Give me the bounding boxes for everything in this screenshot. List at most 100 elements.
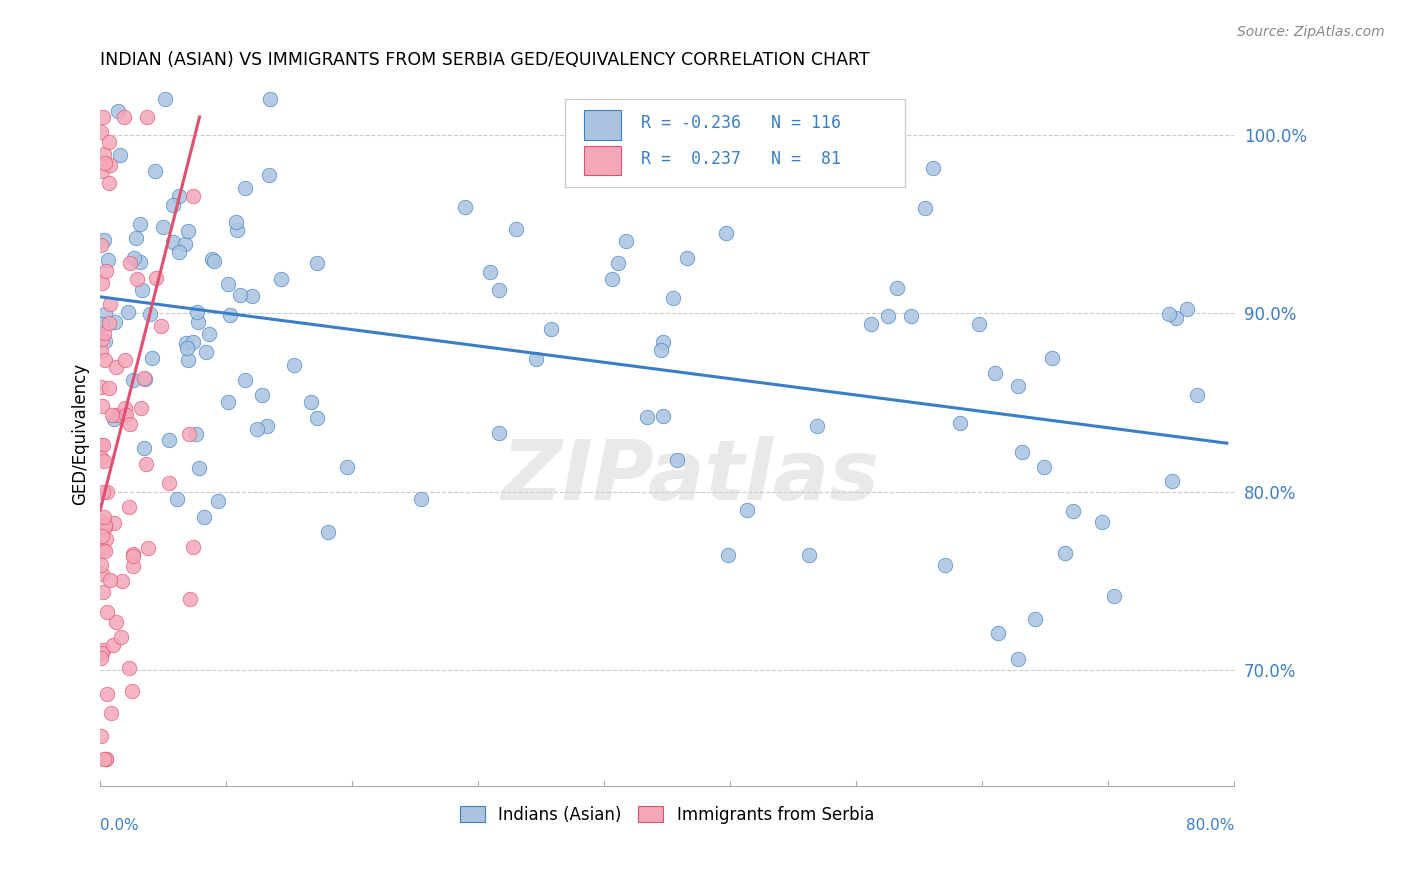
Point (305, 256, 328, 270)
Point (91, 643, 114, 657)
Point (540, 322, 562, 336)
Text: 0.0%: 0.0% (100, 818, 139, 833)
Point (98, 573, 121, 587)
Point (118, 417, 141, 431)
Point (94, 752, 117, 766)
Point (886, 281, 908, 295)
Point (652, 335, 675, 350)
Point (96, 484, 118, 499)
Point (219, 308, 242, 322)
Point (505, 222, 527, 236)
Point (1161, 474, 1184, 488)
Point (96, 263, 118, 277)
Point (103, 516, 125, 531)
Point (167, 244, 190, 259)
Point (97, 253, 120, 268)
Point (1054, 546, 1077, 560)
Point (90, 238, 112, 252)
Point (134, 372, 156, 386)
Point (797, 548, 820, 562)
Point (233, 373, 256, 387)
Point (141, 351, 163, 365)
Point (1007, 652, 1029, 666)
Point (114, 352, 136, 367)
Point (93, 233, 115, 247)
Point (1062, 504, 1084, 518)
Point (135, 110, 157, 124)
Point (115, 409, 138, 423)
Text: R = -0.236   N = 116: R = -0.236 N = 116 (641, 114, 841, 132)
Point (177, 352, 200, 367)
Point (101, 638, 124, 652)
Point (139, 307, 162, 321)
Point (94, 517, 117, 532)
Point (107, 409, 129, 423)
Point (97, 136, 120, 150)
Point (94, 308, 117, 322)
Point (716, 226, 738, 240)
Point (1007, 379, 1029, 393)
Point (900, 309, 922, 323)
Point (96, 752, 118, 766)
Point (157, 433, 180, 447)
Point (91, 277, 114, 291)
Point (93, 484, 115, 499)
Point (305, 410, 328, 425)
Point (948, 416, 970, 430)
Point (806, 418, 828, 433)
Point (479, 265, 502, 279)
Point (717, 549, 740, 563)
Point (650, 343, 672, 358)
Point (103, 412, 125, 426)
Point (179, 591, 201, 606)
Point (162, 235, 184, 250)
Point (90, 380, 112, 394)
Point (152, 220, 174, 235)
FancyBboxPatch shape (565, 99, 905, 187)
Point (187, 315, 209, 329)
Point (114, 401, 136, 415)
Point (104, 315, 127, 329)
Point (131, 401, 153, 415)
Point (90, 437, 112, 451)
Point (93, 752, 115, 766)
Point (201, 252, 224, 266)
Point (93, 110, 115, 124)
Point (122, 559, 145, 574)
Point (122, 547, 145, 561)
Point (93, 542, 115, 557)
Point (90, 515, 112, 529)
Point (1185, 388, 1208, 402)
Point (110, 574, 132, 588)
Point (177, 223, 200, 237)
Legend: Indians (Asian), Immigrants from Serbia: Indians (Asian), Immigrants from Serbia (453, 799, 880, 830)
Point (316, 525, 339, 540)
Point (90, 332, 112, 346)
Point (104, 360, 127, 375)
Point (877, 309, 900, 323)
Point (100, 706, 122, 721)
Point (100, 297, 122, 311)
Point (131, 283, 153, 297)
Point (488, 425, 510, 440)
Point (987, 626, 1010, 640)
Point (270, 271, 292, 285)
Point (246, 422, 269, 436)
Point (983, 366, 1005, 380)
Point (1091, 515, 1114, 529)
Point (186, 426, 208, 441)
Point (93, 544, 115, 558)
Point (217, 277, 239, 292)
Text: R =  0.237   N =  81: R = 0.237 N = 81 (641, 150, 841, 169)
Point (122, 549, 145, 563)
Point (181, 540, 204, 554)
Point (91, 566, 114, 581)
Point (143, 164, 166, 178)
Point (181, 334, 204, 349)
Point (177, 427, 200, 442)
Point (124, 252, 146, 266)
FancyBboxPatch shape (585, 111, 620, 140)
Point (167, 189, 190, 203)
Point (118, 660, 141, 674)
Point (136, 541, 159, 555)
